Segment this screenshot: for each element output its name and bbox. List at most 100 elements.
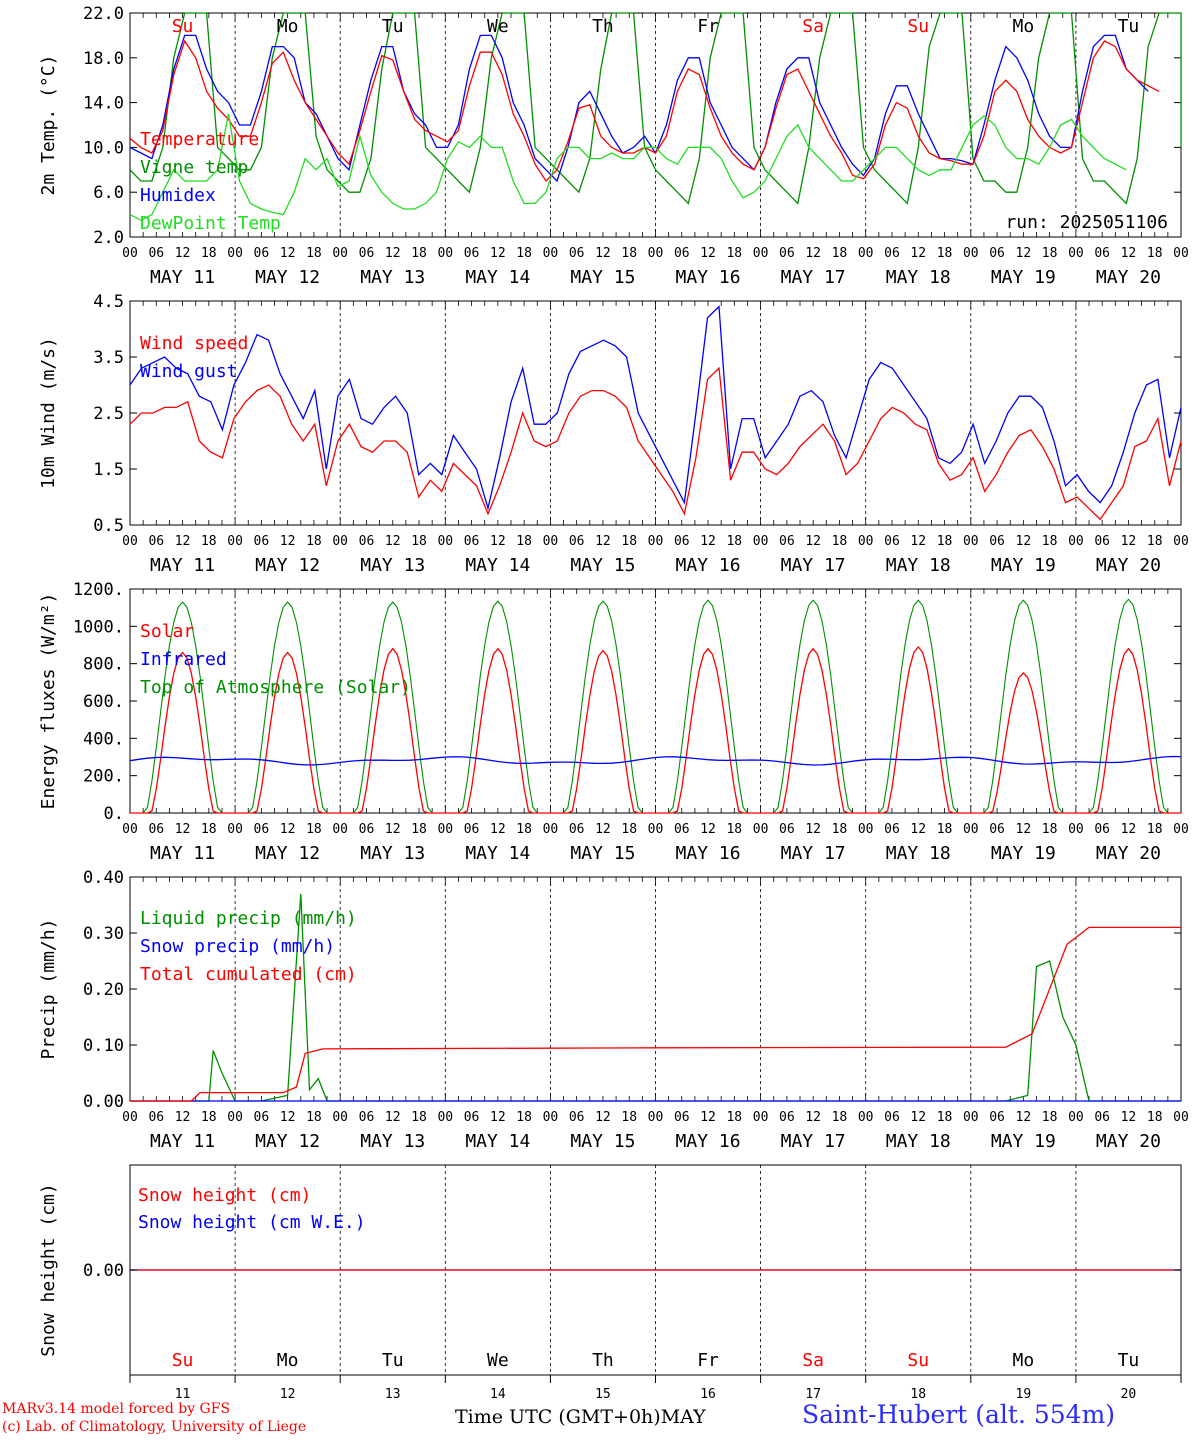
station-name: Saint-Hubert (alt. 554m) bbox=[802, 1400, 1116, 1429]
weekday-label: Mo bbox=[1013, 16, 1035, 37]
series-vigne-temp-line bbox=[129, 12, 1182, 205]
hour-tick-label: 00 bbox=[543, 1110, 559, 1125]
y-axis-title: Snow height (cm) bbox=[38, 1183, 59, 1356]
hour-tick-label: 00 bbox=[1068, 822, 1084, 837]
hour-tick-label: 12 bbox=[280, 534, 296, 549]
date-label: MAY 16 bbox=[676, 843, 741, 864]
hour-tick-label: 06 bbox=[674, 246, 690, 261]
date-label: MAY 11 bbox=[150, 555, 215, 576]
hour-tick-label: 12 bbox=[1121, 822, 1137, 837]
hour-tick-label: 18 bbox=[621, 1110, 637, 1125]
legend-snow-height-cm: Snow height (cm) bbox=[138, 1185, 311, 1206]
date-label: MAY 11 bbox=[150, 1131, 215, 1152]
series-temperature-line bbox=[129, 39, 1160, 183]
day-number-label: 11 bbox=[175, 1387, 191, 1402]
hour-tick-label: 06 bbox=[884, 1110, 900, 1125]
date-label: MAY 18 bbox=[886, 555, 951, 576]
date-label: MAY 20 bbox=[1096, 1131, 1161, 1152]
y-tick-label: 800. bbox=[83, 655, 124, 675]
hour-tick-label: 12 bbox=[1121, 1110, 1137, 1125]
hour-tick-label: 00 bbox=[648, 246, 664, 261]
series-wind-gust-line bbox=[129, 305, 1182, 511]
hour-tick-label: 00 bbox=[858, 534, 874, 549]
hour-tick-label: 06 bbox=[464, 822, 480, 837]
hour-tick-label: 12 bbox=[805, 534, 821, 549]
y-axis-title: 2m Temp. (°C) bbox=[38, 55, 59, 196]
hour-tick-label: 00 bbox=[648, 534, 664, 549]
y-tick-label: 2.5 bbox=[93, 404, 124, 424]
y-tick-label: 0.5 bbox=[93, 516, 124, 536]
hour-tick-label: 18 bbox=[832, 1110, 848, 1125]
legend-infrared: Infrared bbox=[140, 649, 227, 670]
weekday-label: Sa bbox=[802, 1350, 824, 1371]
hour-tick-label: 00 bbox=[1068, 246, 1084, 261]
hour-tick-label: 18 bbox=[1147, 534, 1163, 549]
hour-tick-label: 06 bbox=[569, 1110, 585, 1125]
weekday-label: Fr bbox=[697, 1350, 719, 1371]
hour-tick-label: 18 bbox=[201, 534, 217, 549]
date-label: MAY 19 bbox=[991, 267, 1056, 288]
date-label: MAY 20 bbox=[1096, 267, 1161, 288]
hour-tick-label: 12 bbox=[1121, 534, 1137, 549]
hour-tick-label: 06 bbox=[254, 534, 270, 549]
series-total-cumulated-cm-line bbox=[130, 926, 1181, 1102]
hour-tick-label: 12 bbox=[385, 822, 401, 837]
hour-tick-label: 06 bbox=[1094, 246, 1110, 261]
y-tick-label: 0.00 bbox=[83, 1092, 124, 1112]
day-number-label: 14 bbox=[490, 1387, 506, 1402]
hour-tick-label: 06 bbox=[989, 534, 1005, 549]
hour-tick-label: 12 bbox=[700, 1110, 716, 1125]
weekday-label: Sa bbox=[802, 16, 824, 37]
y-tick-label: 0.10 bbox=[83, 1036, 124, 1056]
hour-tick-label: 00 bbox=[963, 822, 979, 837]
date-label: MAY 17 bbox=[781, 267, 846, 288]
hour-tick-label: 00 bbox=[227, 534, 243, 549]
hour-tick-label: 12 bbox=[595, 534, 611, 549]
hour-tick-label: 06 bbox=[1094, 1110, 1110, 1125]
legend-snow-precip-mm-h: Snow precip (mm/h) bbox=[140, 936, 335, 957]
day-number-label: 20 bbox=[1121, 1387, 1137, 1402]
hour-tick-label: 18 bbox=[1042, 534, 1058, 549]
hour-tick-label: 00 bbox=[437, 822, 453, 837]
hour-tick-label: 00 bbox=[753, 534, 769, 549]
hour-tick-label: 18 bbox=[1042, 1110, 1058, 1125]
hour-tick-label: 00 bbox=[1173, 822, 1189, 837]
x-axis-label-text: Time UTC (GMT+0h) bbox=[455, 1406, 661, 1428]
hour-tick-label: 06 bbox=[884, 822, 900, 837]
hour-tick-label: 06 bbox=[464, 1110, 480, 1125]
y-tick-label: 22.0 bbox=[83, 4, 124, 24]
hour-tick-label: 18 bbox=[201, 246, 217, 261]
hour-tick-label: 18 bbox=[411, 822, 427, 837]
model-credit: MARv3.14 model forced by GFS bbox=[2, 1401, 231, 1417]
hour-tick-label: 06 bbox=[148, 534, 164, 549]
weekday-label: Mo bbox=[277, 1350, 299, 1371]
hour-tick-label: 18 bbox=[516, 1110, 532, 1125]
day-number-label: 17 bbox=[805, 1387, 821, 1402]
hour-tick-label: 18 bbox=[937, 246, 953, 261]
y-tick-label: 1200. bbox=[73, 580, 124, 600]
weekday-label: Tu bbox=[1118, 16, 1140, 37]
date-label: MAY 20 bbox=[1096, 843, 1161, 864]
hour-tick-label: 18 bbox=[832, 822, 848, 837]
hour-tick-label: 18 bbox=[726, 822, 742, 837]
legend-total-cumulated-cm: Total cumulated (cm) bbox=[140, 964, 357, 985]
hour-tick-label: 06 bbox=[779, 246, 795, 261]
hour-tick-label: 12 bbox=[280, 1110, 296, 1125]
date-label: MAY 13 bbox=[360, 555, 425, 576]
hour-tick-label: 06 bbox=[569, 246, 585, 261]
hour-tick-label: 18 bbox=[621, 246, 637, 261]
hour-tick-label: 18 bbox=[1147, 246, 1163, 261]
hour-tick-label: 00 bbox=[1173, 1110, 1189, 1125]
hour-tick-label: 12 bbox=[1016, 534, 1032, 549]
day-number-label: 18 bbox=[910, 1387, 926, 1402]
hour-tick-label: 12 bbox=[595, 822, 611, 837]
hour-tick-label: 00 bbox=[227, 822, 243, 837]
y-tick-label: 14.0 bbox=[83, 94, 124, 114]
hour-tick-label: 18 bbox=[516, 534, 532, 549]
y-tick-label: 2.0 bbox=[93, 228, 124, 248]
hour-tick-label: 06 bbox=[359, 1110, 375, 1125]
hour-tick-label: 06 bbox=[989, 822, 1005, 837]
hour-tick-label: 06 bbox=[359, 822, 375, 837]
hour-tick-label: 12 bbox=[1016, 1110, 1032, 1125]
